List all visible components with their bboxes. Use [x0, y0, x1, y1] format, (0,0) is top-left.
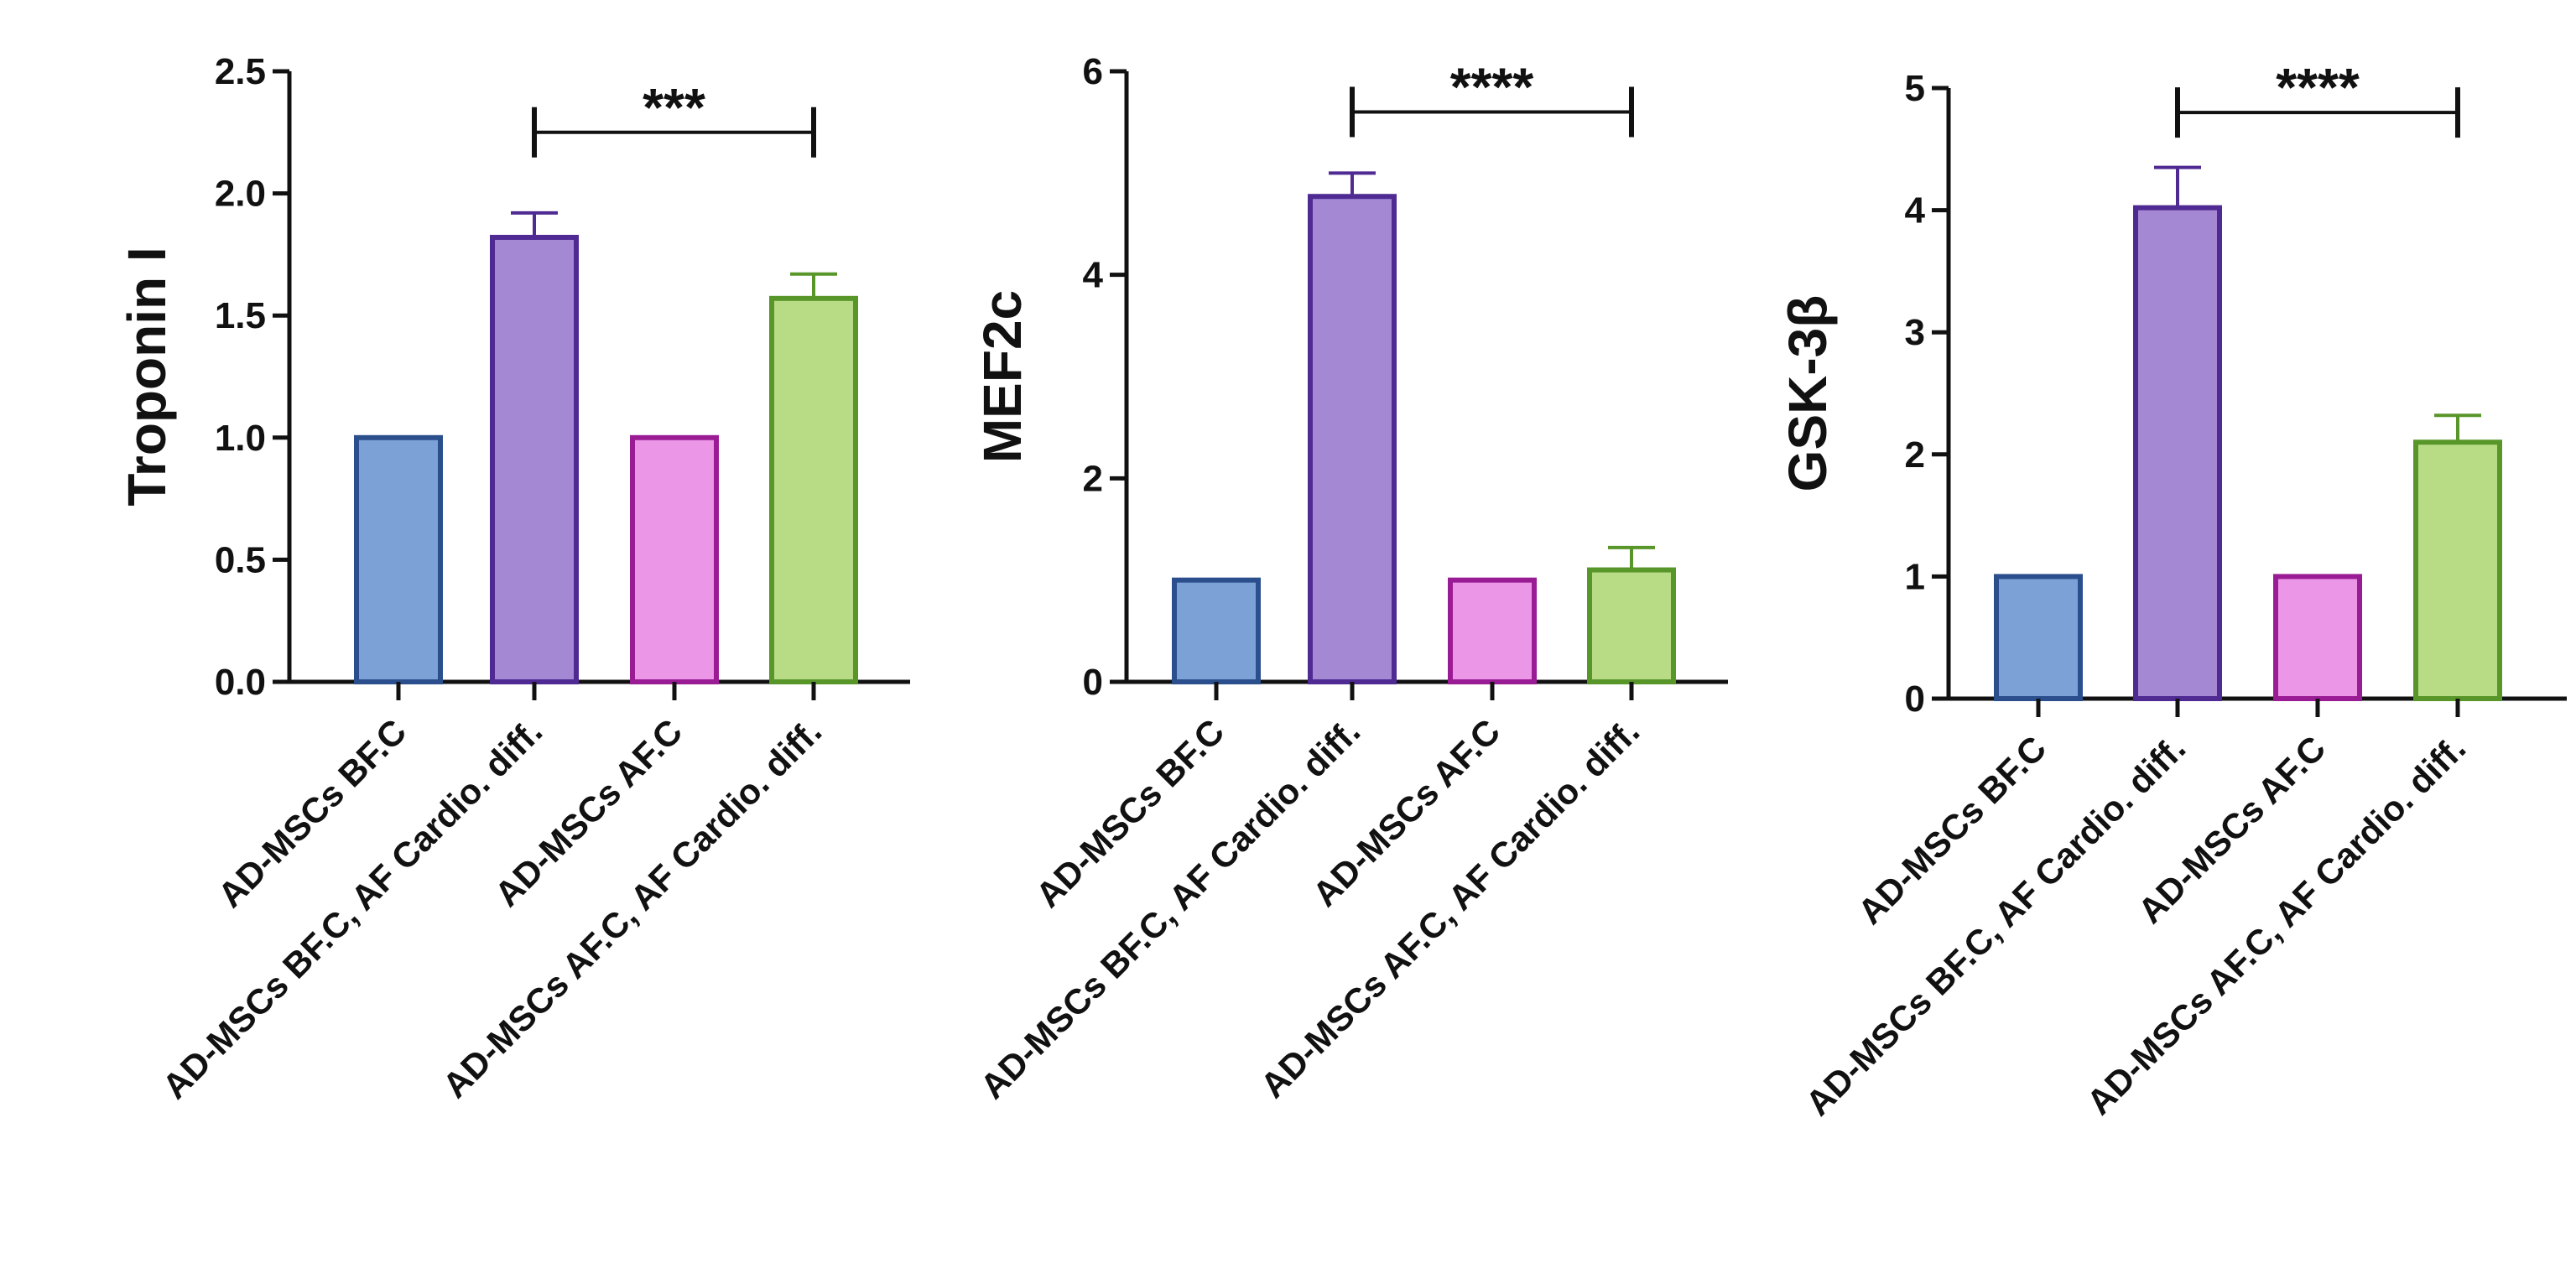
y-tick-label: 0.5: [215, 539, 266, 580]
y-axis-label: Troponin I: [117, 247, 177, 506]
bar: [2413, 439, 2502, 701]
bar: [1587, 567, 1676, 684]
bar: [769, 295, 858, 684]
y-tick-label: 6: [1083, 51, 1103, 92]
y-tick-label: 1.0: [215, 418, 266, 459]
bar: [630, 434, 719, 684]
bar: [1172, 577, 1261, 685]
y-tick-label: 0: [1905, 678, 1925, 720]
bar: [354, 434, 443, 684]
significance-label: ****: [1450, 57, 1534, 117]
y-tick-label: 1: [1905, 556, 1925, 597]
y-tick-label: 5: [1905, 68, 1925, 109]
y-tick-label: 0.0: [215, 662, 266, 703]
y-tick-label: 0: [1083, 662, 1103, 703]
y-tick-label: 3: [1905, 312, 1925, 353]
y-tick-label: 2.5: [215, 51, 266, 92]
y-axis-label: GSK-3β: [1777, 295, 1838, 492]
bar: [1448, 577, 1537, 685]
y-tick-label: 4: [1083, 255, 1104, 296]
significance-label: ****: [2276, 57, 2360, 117]
y-tick-label: 2: [1083, 458, 1103, 499]
y-tick-label: 1.5: [215, 295, 266, 336]
y-axis-label: MEF2c: [972, 290, 1033, 463]
y-tick-label: 4: [1905, 190, 1926, 231]
bar: [490, 235, 579, 684]
bar: [1994, 574, 2083, 702]
bar: [1308, 194, 1397, 685]
bar: [2273, 574, 2362, 702]
bar: [2133, 205, 2222, 702]
y-tick-label: 2.0: [215, 174, 266, 215]
significance-label: ***: [643, 77, 705, 138]
y-tick-label: 2: [1905, 434, 1925, 476]
